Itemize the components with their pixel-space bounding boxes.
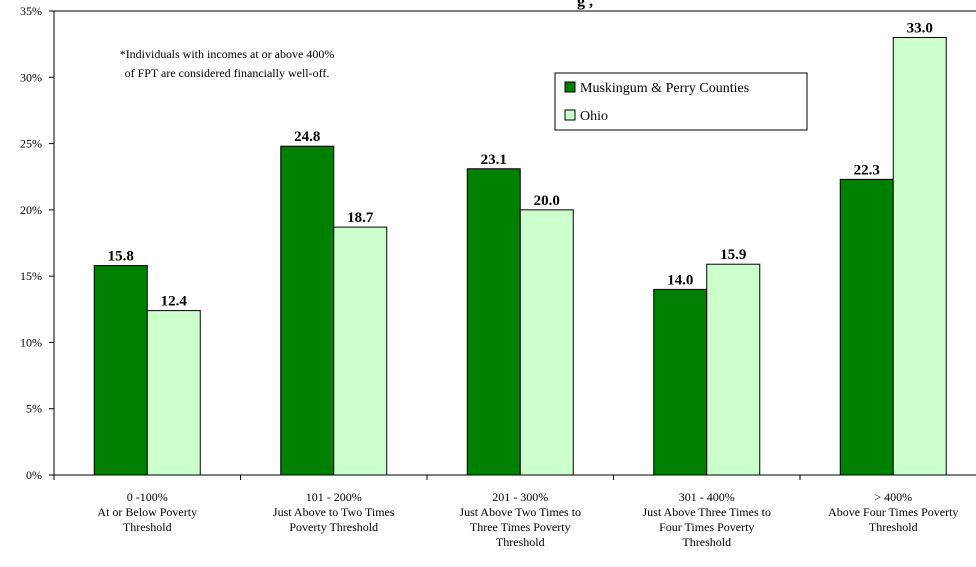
category-label-line: Threshold — [869, 520, 918, 534]
data-labels: 15.8 12.4 24.8 18.7 23.1 20.0 14.0 15.9 22.3 33.0 — [108, 21, 933, 310]
category-label-line: Threshold — [496, 535, 545, 549]
data-label: 22.3 — [854, 162, 880, 178]
category-label-line: 301 - 400% — [679, 490, 735, 504]
y-tick-label: 30% — [20, 70, 42, 84]
annotation-line: of FPT are considered financially well-o… — [125, 66, 330, 80]
bar-muskingum-perry — [839, 178, 894, 476]
bar-muskingum-perry — [653, 288, 708, 476]
y-tick-label: 0% — [26, 468, 42, 482]
legend-swatch — [564, 81, 576, 93]
category-label-line: Just Above Two Times to — [459, 505, 581, 519]
legend-swatch — [564, 109, 576, 121]
annotation-line: *Individuals with incomes at or above 40… — [120, 47, 335, 61]
bar-muskingum-perry — [280, 145, 335, 476]
bar-muskingum-perry — [93, 265, 148, 476]
legend-label: Muskingum & Perry Counties — [580, 81, 749, 96]
bar-ohio — [892, 37, 947, 476]
category-label-line: Just Above to Two Times — [273, 505, 395, 519]
y-tick-label: 5% — [26, 402, 42, 416]
data-label: 15.8 — [108, 249, 134, 265]
category-label: 101 - 200% Just Above to Two Times Poverty… — [273, 490, 395, 534]
category-label-line: Threshold — [123, 520, 172, 534]
legend-box — [554, 72, 808, 131]
category-label-line: Above Four Times Poverty — [828, 505, 958, 519]
category-label-line: Three Times Poverty — [470, 520, 571, 534]
y-tick-label: 35% — [20, 4, 42, 18]
bar-ohio — [519, 209, 574, 476]
category-label-line: Threshold — [682, 535, 731, 549]
data-label: 20.0 — [534, 193, 560, 209]
axes: 0% 5% 10% 15% 20% 25% 30% 35% — [20, 4, 976, 482]
bar-ohio — [706, 263, 761, 476]
y-tick-label: 20% — [20, 203, 42, 217]
clipped-title-fragment: g , — [577, 0, 593, 10]
legend: Muskingum & Perry Counties Ohio — [554, 72, 808, 131]
data-label: 18.7 — [347, 210, 374, 226]
bars — [93, 37, 947, 476]
data-label: 23.1 — [481, 152, 507, 168]
y-tick-label: 10% — [20, 335, 42, 349]
y-tick-label: 25% — [20, 137, 42, 151]
bar-ohio — [146, 310, 201, 476]
category-label: 0 -100% At or Below Poverty Threshold — [97, 490, 197, 534]
category-label: 201 - 300% Just Above Two Times to Three T… — [459, 490, 581, 549]
category-label: > 400% Above Four Times Poverty Threshold — [828, 490, 958, 534]
legend-label: Ohio — [580, 109, 608, 124]
data-label: 12.4 — [161, 294, 188, 310]
data-label: 24.8 — [294, 129, 320, 145]
category-label-line: Poverty Threshold — [289, 520, 378, 534]
category-label-line: 101 - 200% — [306, 490, 362, 504]
category-label-line: Just Above Three Times to — [643, 505, 771, 519]
data-label: 33.0 — [907, 21, 933, 37]
category-label: 301 - 400% Just Above Three Times to Four … — [643, 490, 771, 549]
category-label-line: > 400% — [874, 490, 912, 504]
category-label-line: 201 - 300% — [492, 490, 548, 504]
annotation-note: *Individuals with incomes at or above 40… — [120, 47, 335, 80]
data-label: 14.0 — [667, 272, 693, 288]
category-label-line: 0 -100% — [127, 490, 168, 504]
data-label: 15.9 — [720, 247, 746, 263]
y-tick-label: 15% — [20, 269, 42, 283]
bar-ohio — [333, 226, 388, 476]
category-label-line: At or Below Poverty — [97, 505, 197, 519]
bar-muskingum-perry — [466, 168, 521, 476]
category-label-line: Four Times Poverty — [659, 520, 754, 534]
